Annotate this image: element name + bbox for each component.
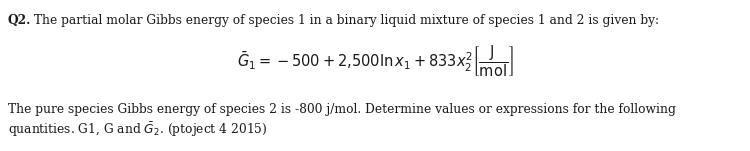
Text: The partial molar Gibbs energy of species 1 in a binary liquid mixture of specie: The partial molar Gibbs energy of specie… xyxy=(30,14,659,27)
Text: quantities. G1, G and $\bar{G}_2$. (ptoject 4 2015): quantities. G1, G and $\bar{G}_2$. (ptoj… xyxy=(8,121,268,140)
Text: Q2.: Q2. xyxy=(8,14,32,27)
Text: $\bar{G}_1 = -500 + 2{,}500\ln x_1 + 833x_2^2 \left[\dfrac{\mathrm{J}}{\mathrm{m: $\bar{G}_1 = -500 + 2{,}500\ln x_1 + 833… xyxy=(237,43,513,79)
Text: The pure species Gibbs energy of species 2 is -800 j/mol. Determine values or ex: The pure species Gibbs energy of species… xyxy=(8,103,676,116)
